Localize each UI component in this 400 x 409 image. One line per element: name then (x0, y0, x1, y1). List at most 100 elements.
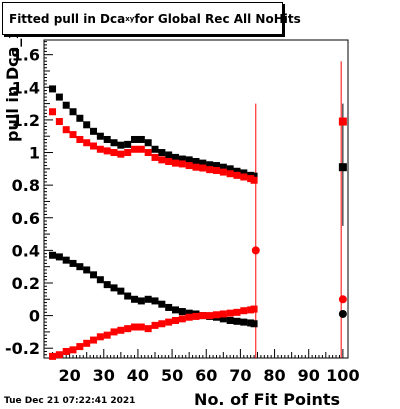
data-point (219, 168, 227, 176)
data-point (83, 339, 91, 347)
data-point (131, 135, 139, 143)
data-point (206, 312, 214, 320)
data-point (158, 156, 166, 164)
y-tick-label: 0.2 (12, 274, 40, 293)
data-point (83, 266, 91, 274)
data-point (137, 297, 145, 305)
y-tick-label: -0.2 (5, 339, 40, 358)
data-point (96, 333, 104, 341)
data-point (338, 309, 347, 318)
timestamp: Tue Dec 21 07:22:41 2021 (4, 396, 136, 406)
data-point (212, 311, 220, 319)
data-point (178, 308, 186, 316)
data-point (131, 295, 139, 303)
data-point (90, 142, 98, 150)
data-point (178, 160, 186, 168)
data-point (124, 149, 132, 157)
data-point (144, 295, 152, 303)
data-point (110, 149, 118, 157)
data-point (226, 316, 234, 324)
data-point (233, 308, 241, 316)
data-point (158, 300, 166, 308)
data-point (219, 310, 227, 318)
data-point (165, 318, 173, 326)
data-point (49, 352, 57, 360)
data-point (137, 145, 145, 153)
data-point (172, 306, 180, 314)
data-point (90, 271, 98, 279)
data-point (76, 263, 84, 271)
data-point (49, 108, 57, 116)
data-point (83, 121, 91, 129)
data-point (172, 153, 180, 161)
data-point (96, 276, 104, 284)
data-point (250, 176, 258, 184)
data-point (212, 162, 220, 170)
plot-border (43, 39, 349, 359)
data-point (338, 295, 347, 304)
data-point (212, 166, 220, 174)
data-point (55, 351, 63, 359)
x-tick-label: 60 (195, 366, 217, 385)
data-point (62, 101, 70, 109)
x-tick-label: 50 (161, 366, 183, 385)
data-point (151, 153, 159, 161)
data-point (144, 149, 152, 157)
data-point (103, 147, 111, 155)
data-point (226, 170, 234, 178)
data-point (96, 132, 104, 140)
data-point (226, 309, 234, 317)
data-point (178, 315, 186, 323)
data-point (240, 318, 248, 326)
data-point (55, 253, 63, 261)
y-tick-label: 0 (29, 307, 40, 326)
data-point (117, 150, 125, 158)
data-point (124, 140, 132, 148)
data-point (251, 246, 260, 255)
data-point (124, 292, 132, 300)
data-point (55, 93, 63, 101)
data-point (206, 166, 214, 174)
data-point (233, 317, 241, 325)
data-point (103, 331, 111, 339)
y-tick-label: 0.8 (12, 176, 40, 195)
data-point (49, 251, 57, 259)
y-tick-label: 1 (29, 144, 40, 163)
x-tick-label: 90 (298, 366, 320, 385)
data-point (55, 118, 63, 126)
data-point (165, 157, 173, 165)
data-point (185, 313, 193, 321)
data-point (124, 325, 132, 333)
data-point (76, 114, 84, 122)
data-point (172, 159, 180, 167)
data-point (83, 139, 91, 147)
y-axis: -0.2 0 0.2 0.4 0.6 0.8 1 1.2 1.4 1.6 (5, 41, 53, 358)
data-point (137, 323, 145, 331)
y-tick-label: 1.6 (12, 46, 40, 65)
data-point (110, 328, 118, 336)
x-axis: 20 30 40 50 60 70 80 90 100 (52, 349, 360, 385)
data-point (131, 323, 139, 331)
data-point (185, 309, 193, 317)
data-point (49, 85, 57, 93)
data-point (338, 163, 347, 172)
data-point (69, 346, 77, 354)
data-point (69, 131, 77, 139)
data-point (233, 171, 241, 179)
data-point (192, 163, 200, 171)
data-point (172, 316, 180, 324)
data-point (117, 287, 125, 295)
data-point (178, 155, 186, 163)
data-point (250, 305, 258, 313)
data-point (151, 297, 159, 305)
data-point (192, 312, 200, 320)
data-point (62, 126, 70, 134)
data-point (76, 135, 84, 143)
data-point (219, 163, 227, 171)
data-point (69, 259, 77, 267)
data-point (62, 347, 70, 355)
x-tick-label: 40 (127, 366, 149, 385)
data-point (199, 164, 207, 172)
data-point (199, 312, 207, 320)
